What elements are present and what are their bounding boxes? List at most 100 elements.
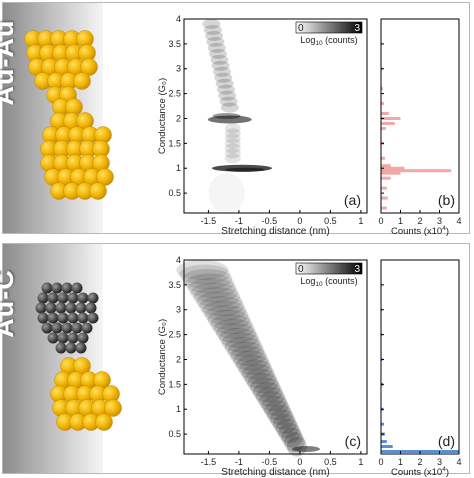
hist-x-axis-close: ) [446,467,449,478]
heatmap-density [269,409,295,430]
gold-atom [104,399,122,417]
panel-au-c: Au-C -1.5 -1 -0.5 0 0.5 1 0.5 1 1.5 2 2.5 3 3.5 4 Stre… [0,243,470,478]
hist-x-tick-label: 3 [437,457,442,467]
gold-atom [96,168,114,186]
carbon-atom [37,312,49,324]
y-tick-label: 4 [176,255,181,265]
histogram-bar [381,196,388,200]
carbon-atom [77,312,89,324]
x-tick-label: 1 [358,216,363,226]
x-axis-label: Stretching distance (nm) [221,226,329,237]
heatmap-density [208,173,245,214]
carbon-atom [41,322,53,334]
hist-x-tick-label: 1 [398,216,403,226]
au-au-charts: -1.5 -1 -0.5 0 0.5 1 0.5 1 1.5 2 2.5 3 3.5 4 Stretchin… [157,14,462,237]
heatmap-density [201,300,247,321]
y-tick-label: 3 [176,64,181,74]
carbon-atom [61,322,73,334]
heatmap-density [272,413,297,434]
heatmap-density [255,386,285,407]
histogram-bar [381,206,387,210]
hist-x-axis-exp: 4 [442,225,446,232]
carbon-atom [75,302,87,314]
carbon-atom [81,322,93,334]
heatmap-density [179,264,231,285]
y-tick-label: 0.5 [168,429,181,439]
au-c-charts: -1.5 -1 -0.5 0 0.5 1 0.5 1 1.5 2 2.5 3 3.5 4 Stretchin… [157,255,462,478]
heatmap-density [196,291,243,312]
hist-x-axis-label: Counts (x104) [391,466,449,478]
x-tick-label: 0.5 [324,457,337,467]
heatmap-density [278,422,301,443]
gold-atom [89,182,107,200]
histogram-bar [381,126,386,130]
hist-x-tick-label: 4 [456,457,461,467]
heatmap-density [232,350,269,371]
x-axis-label: Stretching distance (nm) [221,467,329,478]
colorbar-label-rest: (counts) [323,35,358,45]
hist-x-tick-label: 0 [378,457,383,467]
heatmap-density [218,90,237,101]
colorbar-label: Log10 (counts) [300,35,357,47]
colorbar [295,262,363,275]
carbon-atom [35,302,47,314]
carbon-atom [57,292,69,304]
carbon-atom [67,312,79,324]
heatmap-density [224,148,241,159]
heatmap-density [264,400,291,421]
y-tick-label: 1.5 [168,138,181,148]
heatmap-density [258,391,287,412]
heatmap-density [190,282,239,303]
heatmap-density [252,382,283,403]
histogram-bar [381,102,384,106]
carbon-atom [71,282,83,294]
hist-x-tick-label: 2 [417,216,422,226]
heatmap-density [214,72,233,83]
gold-atom [73,72,91,90]
histogram-bar [381,186,387,190]
heatmap-density [261,395,289,416]
histogram-bar [381,87,383,91]
y-tick-label: 2 [176,354,181,364]
heatmap-density [216,84,235,95]
colorbar-max-label: 3 [354,264,360,275]
heatmap-density [244,368,277,389]
heatmap-density [193,287,241,308]
heatmap-cells [202,18,272,214]
histogram-bar [381,440,387,444]
heatmap-density [221,332,261,353]
colorbar-label: Log10 (counts) [300,276,357,288]
carbon-atom [87,292,99,304]
carbon-atom [47,292,59,304]
panel-letter: (c) [345,433,361,449]
heatmap-cells [176,259,320,457]
heatmap-density [184,273,235,294]
panel-letter: (d) [438,433,455,449]
carbon-atom [57,312,69,324]
y-tick-label: 1 [176,404,181,414]
carbon-atom [55,302,67,314]
hist-x-tick-label: 0 [378,216,383,226]
heatmap-density [210,54,229,65]
carbon-atom [55,342,67,354]
x-tick-label: -1.5 [201,216,217,226]
carbon-atom [57,332,69,344]
x-tick-label: -1.5 [201,457,217,467]
x-tick-label: -1 [235,457,243,467]
heatmap-density [176,259,229,280]
histogram-bar [381,121,395,125]
y-tick-label: 0.5 [168,188,181,198]
heatmap-density [210,314,253,335]
carbon-atom [61,282,73,294]
heatmap-density [207,42,226,53]
y-tick-label: 1.5 [168,379,181,389]
heatmap-density [203,24,222,35]
heatmap-density [225,167,265,172]
colorbar-max-label: 3 [354,23,360,34]
y-tick-label: 3.5 [168,280,181,290]
heatmap-density [204,305,249,326]
heatmap-density [224,123,241,134]
y-tick-label: 3.5 [168,39,181,49]
carbon-atom [65,342,77,354]
heatmap-density [215,323,257,344]
